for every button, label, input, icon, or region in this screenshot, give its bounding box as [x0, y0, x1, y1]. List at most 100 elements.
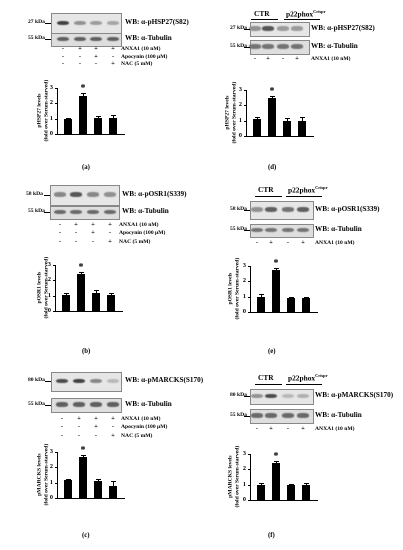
blot-band: [104, 192, 116, 197]
error-bar-cap: [63, 292, 69, 294]
error-bar-cap: [93, 289, 99, 291]
error-bar: [95, 289, 97, 293]
y-tick-label: 0: [49, 494, 53, 501]
blot-band: [57, 20, 69, 25]
error-bar: [67, 478, 69, 481]
kda-arrow: [45, 381, 51, 382]
treatment-sign: +: [77, 415, 81, 422]
y-tick-mark: [52, 311, 55, 312]
panel-label: (e): [268, 348, 276, 355]
blot-band: [262, 26, 274, 31]
kda-arrow: [45, 404, 51, 406]
blot-band: [251, 413, 263, 418]
bar: [64, 118, 72, 134]
treatment-sign: -: [91, 238, 95, 245]
blot-band: [265, 413, 277, 418]
treatment-sign: +: [78, 45, 82, 52]
kda-marker-label: 58 kDa: [230, 205, 247, 212]
bar: [283, 121, 291, 136]
y-axis-title-line1: pMARCKS levels: [36, 453, 43, 496]
y-tick-label: 0: [49, 130, 53, 137]
y-tick-mark: [247, 484, 250, 486]
wb-antibody-label: WB: α-pOSR1(S339): [122, 189, 187, 198]
treatment-sign: -: [60, 415, 64, 422]
blot-band: [57, 36, 69, 41]
y-tick-label: 2: [242, 465, 246, 473]
bar: [272, 463, 280, 500]
group-underline-p22phox: [284, 19, 320, 20]
y-axis-title-line1: pHSP27 levels: [224, 95, 231, 130]
y-tick-label: 3: [238, 86, 242, 93]
kda-arrow: [244, 396, 250, 397]
bar: [287, 485, 295, 500]
group-label-p22phox-text: p22phox: [286, 9, 314, 19]
treatment-sign: +: [269, 425, 273, 432]
panel-label: (c): [82, 532, 90, 539]
y-axis-title: pHSP27 levels (fold over Serum-starved): [224, 68, 237, 158]
error-bar: [260, 482, 262, 485]
y-tick-label: 1: [47, 291, 51, 299]
treatment-sign: +: [111, 60, 115, 67]
blot-band: [56, 402, 68, 407]
group-label-p22phox: p22phoxCrispr: [286, 9, 326, 18]
treatment-sign: -: [58, 238, 62, 245]
blot-band: [54, 192, 66, 197]
chart-y-axis: [55, 265, 56, 311]
error-bar: [286, 117, 288, 122]
wb-antibody-label: WB: α-Tubulin: [125, 399, 172, 408]
treatment-sign: -: [286, 239, 290, 246]
error-bar: [112, 481, 114, 486]
treatment-sign: -: [77, 432, 81, 439]
blot-band: [249, 26, 261, 31]
treatment-sign: +: [91, 221, 95, 228]
treatment-sign: -: [61, 45, 65, 52]
y-tick-label: 0: [242, 496, 246, 503]
bar: [257, 296, 265, 312]
bar: [62, 294, 70, 311]
blot-band: [282, 413, 294, 418]
group-underline-ctr: [251, 19, 278, 20]
chart-y-axis: [250, 266, 251, 312]
error-bar-cap: [65, 117, 71, 119]
treatment-sign: -: [61, 60, 65, 67]
y-axis-title-line2: (fold over Serum-starved): [43, 79, 49, 142]
blot-band: [90, 20, 102, 25]
panel-label: (b): [82, 348, 91, 355]
y-axis-title-line1: pOSR1 levels: [227, 272, 234, 305]
wb-antibody-label: WB: α-pMARCKS(S170): [315, 391, 394, 399]
chart-x-axis: [57, 498, 125, 499]
y-tick-mark: [54, 118, 57, 120]
y-tick-mark: [54, 467, 57, 469]
treatment-name: ANXA1 (10 nM): [315, 240, 355, 246]
group-underline-p22phox: [286, 384, 322, 385]
y-tick-mark: [247, 454, 250, 455]
treatment-sign: +: [111, 45, 115, 52]
y-tick-label: 3: [49, 84, 53, 91]
error-bar: [82, 455, 84, 458]
significance-star: *: [80, 83, 86, 95]
chart-y-axis: [246, 90, 247, 136]
blot-band: [104, 209, 116, 214]
y-tick-mark: [247, 500, 250, 501]
kda-marker-label: 55 kDa: [28, 35, 45, 41]
error-bar-cap: [273, 267, 279, 269]
group-label-ctr: CTR: [258, 373, 274, 382]
group-label-crispr-superscript: Crispr: [315, 185, 328, 190]
panel-label: (f): [268, 532, 275, 539]
western-blot-strip: [51, 398, 122, 413]
y-tick-label: 1: [238, 116, 242, 124]
significance-star: *: [273, 451, 279, 463]
y-tick-mark: [247, 266, 250, 267]
y-axis-title-line1: pHSP27 levels: [36, 93, 43, 128]
chart-y-axis: [250, 454, 251, 500]
error-bar: [80, 271, 82, 275]
blot-band: [265, 207, 277, 212]
y-tick-mark: [54, 498, 57, 499]
bar: [268, 97, 276, 136]
y-tick-mark: [247, 469, 250, 471]
y-tick-mark: [54, 103, 57, 105]
error-bar-cap: [303, 483, 309, 485]
y-tick-label: 0: [47, 307, 51, 314]
chart-x-axis: [250, 500, 318, 501]
blot-band: [265, 227, 277, 232]
